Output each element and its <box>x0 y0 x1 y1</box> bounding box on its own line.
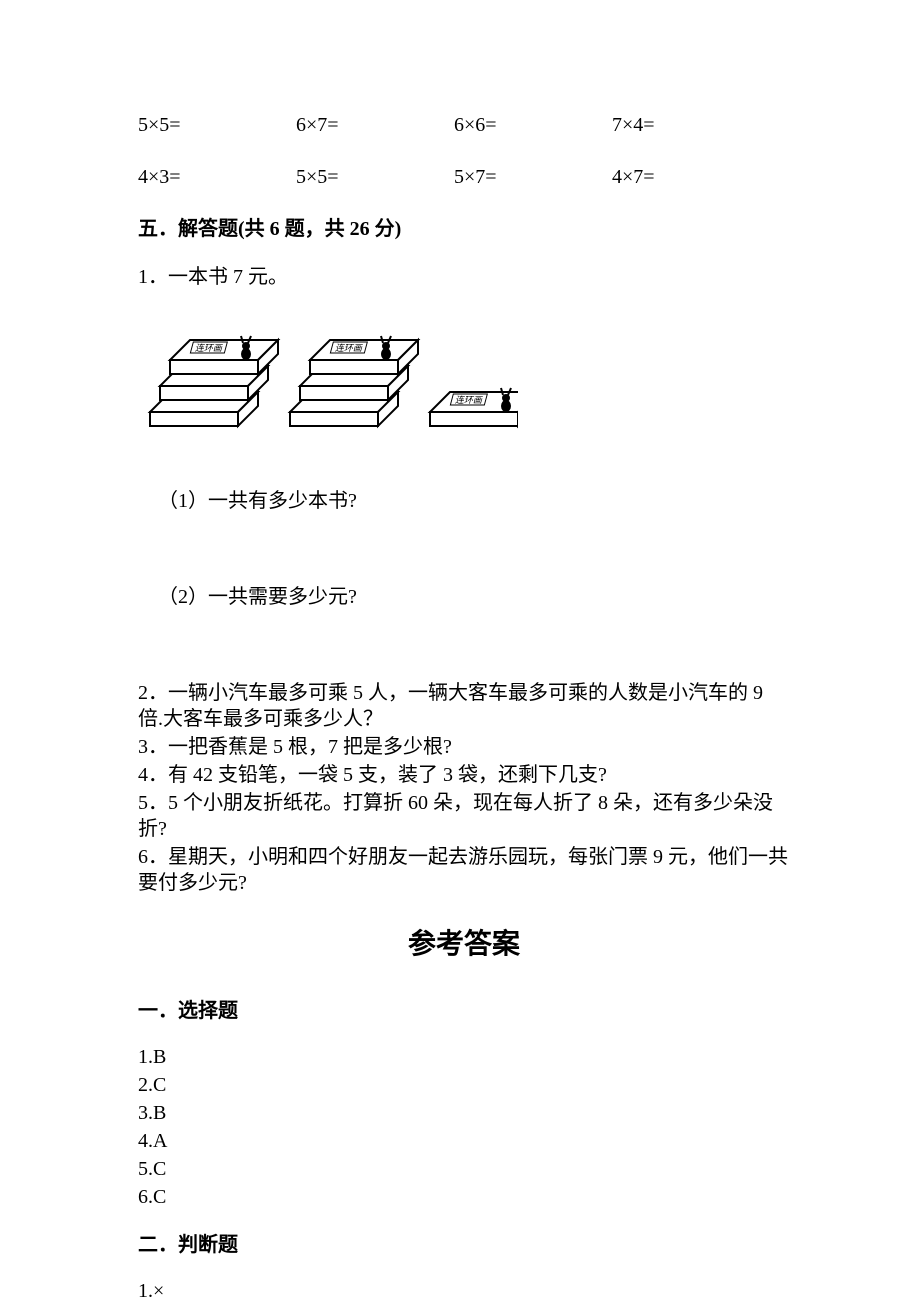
svg-text:连环画: 连环画 <box>454 394 484 405</box>
equation-row-2: 4×3= 5×5= 5×7= 4×7= <box>138 164 790 190</box>
answer-item: 5.C <box>138 1156 790 1182</box>
answer-item: 6.C <box>138 1184 790 1210</box>
document-page: 5×5= 6×7= 6×6= 7×4= 4×3= 5×5= 5×7= 4×7= … <box>0 0 920 1302</box>
question-1-sub1: （1）一共有多少本书? <box>138 488 790 514</box>
equation-cell: 7×4= <box>612 112 770 138</box>
equation-row-1: 5×5= 6×7= 6×6= 7×4= <box>138 112 790 138</box>
answer-item: 3.B <box>138 1100 790 1126</box>
equation-cell: 4×3= <box>138 164 296 190</box>
question-3: 3．一把香蕉是 5 根，7 把是多少根? <box>138 734 790 760</box>
answer-item: 1.B <box>138 1044 790 1070</box>
answers-title: 参考答案 <box>138 926 790 962</box>
answers-section-2-heading: 二．判断题 <box>138 1232 790 1258</box>
equation-cell: 4×7= <box>612 164 770 190</box>
answers-section-2-list: 1.× <box>138 1278 790 1304</box>
question-4: 4．有 42 支铅笔，一袋 5 支，装了 3 袋，还剩下几支? <box>138 762 790 788</box>
question-1-intro: 1．一本书 7 元。 <box>138 264 790 290</box>
svg-text:连环画: 连环画 <box>334 342 364 353</box>
svg-text:连环画: 连环画 <box>194 342 224 353</box>
book-stack-svg: 连环画 <box>138 312 518 452</box>
equation-cell: 6×7= <box>296 112 454 138</box>
answer-item: 2.C <box>138 1072 790 1098</box>
question-2: 2．一辆小汽车最多可乘 5 人，一辆大客车最多可乘的人数是小汽车的 9 倍.大客… <box>138 680 790 732</box>
question-5: 5．5 个小朋友折纸花。打算折 60 朵，现在每人折了 8 朵，还有多少朵没折? <box>138 790 790 842</box>
books-illustration: 连环画 <box>138 312 790 452</box>
section-5-heading: 五．解答题(共 6 题，共 26 分) <box>138 216 790 242</box>
answer-item: 1.× <box>138 1278 790 1304</box>
answers-section-1-list: 1.B 2.C 3.B 4.A 5.C 6.C <box>138 1044 790 1210</box>
equation-cell: 5×5= <box>296 164 454 190</box>
question-6: 6．星期天，小明和四个好朋友一起去游乐园玩，每张门票 9 元，他们一共要付多少元… <box>138 844 790 896</box>
question-1-sub2: （2）一共需要多少元? <box>138 584 790 610</box>
equation-cell: 5×5= <box>138 112 296 138</box>
questions-2-6: 2．一辆小汽车最多可乘 5 人，一辆大客车最多可乘的人数是小汽车的 9 倍.大客… <box>138 680 790 896</box>
answer-item: 4.A <box>138 1128 790 1154</box>
equation-cell: 6×6= <box>454 112 612 138</box>
equation-cell: 5×7= <box>454 164 612 190</box>
answers-section-1-heading: 一．选择题 <box>138 998 790 1024</box>
